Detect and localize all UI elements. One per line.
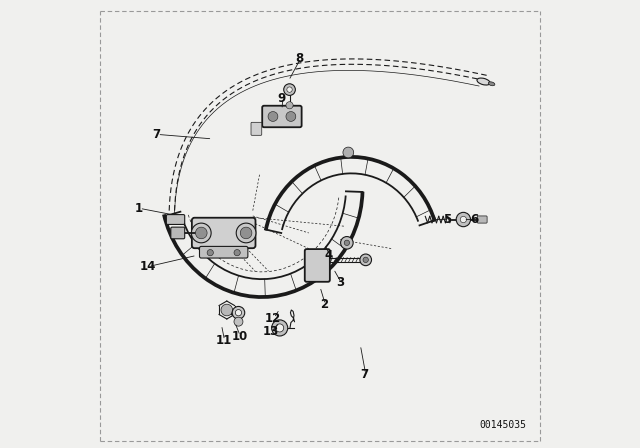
FancyBboxPatch shape: [200, 246, 248, 258]
Circle shape: [340, 237, 353, 249]
FancyBboxPatch shape: [305, 249, 330, 282]
Circle shape: [236, 223, 256, 243]
Circle shape: [344, 240, 349, 246]
Circle shape: [236, 310, 242, 316]
Text: 13: 13: [262, 325, 279, 338]
Circle shape: [286, 112, 296, 121]
Text: 11: 11: [216, 334, 232, 347]
FancyBboxPatch shape: [477, 216, 487, 223]
Circle shape: [287, 87, 292, 92]
Text: 2: 2: [321, 298, 328, 311]
Text: 7: 7: [152, 128, 161, 141]
FancyBboxPatch shape: [166, 215, 185, 224]
Circle shape: [221, 304, 233, 316]
FancyBboxPatch shape: [251, 122, 262, 135]
FancyBboxPatch shape: [192, 218, 255, 248]
Circle shape: [207, 250, 213, 256]
Text: 14: 14: [140, 260, 156, 273]
Circle shape: [276, 324, 284, 332]
Circle shape: [234, 250, 240, 256]
Text: 12: 12: [265, 311, 281, 325]
Text: 10: 10: [231, 329, 248, 343]
Circle shape: [456, 212, 470, 227]
Circle shape: [232, 306, 244, 319]
Text: 7: 7: [361, 367, 369, 381]
Circle shape: [240, 227, 252, 239]
Circle shape: [191, 223, 211, 243]
Text: 6: 6: [470, 213, 479, 226]
Circle shape: [360, 254, 371, 266]
Text: 1: 1: [134, 202, 143, 215]
Text: 9: 9: [278, 92, 286, 105]
FancyBboxPatch shape: [171, 227, 185, 239]
Ellipse shape: [488, 82, 495, 86]
Circle shape: [284, 84, 296, 95]
Circle shape: [286, 102, 293, 109]
Text: 00145035: 00145035: [479, 420, 526, 430]
Circle shape: [460, 216, 467, 223]
Text: 4: 4: [325, 249, 333, 262]
Text: 3: 3: [336, 276, 344, 289]
Ellipse shape: [477, 78, 490, 85]
Circle shape: [363, 257, 369, 263]
Circle shape: [195, 227, 207, 239]
Text: 8: 8: [296, 52, 304, 65]
Text: 5: 5: [444, 213, 452, 226]
Circle shape: [343, 147, 354, 158]
FancyBboxPatch shape: [262, 106, 301, 127]
Circle shape: [268, 112, 278, 121]
Circle shape: [271, 320, 288, 336]
Circle shape: [234, 317, 243, 326]
